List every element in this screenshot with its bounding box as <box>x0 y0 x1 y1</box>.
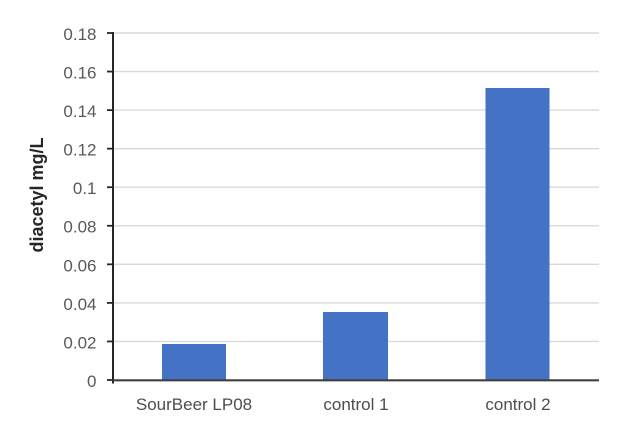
svg-text:control 1: control 1 <box>323 395 388 414</box>
svg-text:0.04: 0.04 <box>63 295 96 314</box>
svg-text:0.16: 0.16 <box>63 64 96 83</box>
svg-text:0.12: 0.12 <box>63 141 96 160</box>
svg-text:SourBeer LP08: SourBeer LP08 <box>136 395 252 414</box>
svg-text:0.08: 0.08 <box>63 218 96 237</box>
svg-text:0.18: 0.18 <box>63 25 96 44</box>
svg-text:0.1: 0.1 <box>73 179 97 198</box>
svg-text:0.02: 0.02 <box>63 333 96 352</box>
svg-text:control 2: control 2 <box>485 395 550 414</box>
svg-text:0.14: 0.14 <box>63 102 96 121</box>
svg-text:diacetyl mg/L: diacetyl mg/L <box>27 137 47 252</box>
svg-text:0: 0 <box>87 372 96 391</box>
svg-text:0.06: 0.06 <box>63 256 96 275</box>
